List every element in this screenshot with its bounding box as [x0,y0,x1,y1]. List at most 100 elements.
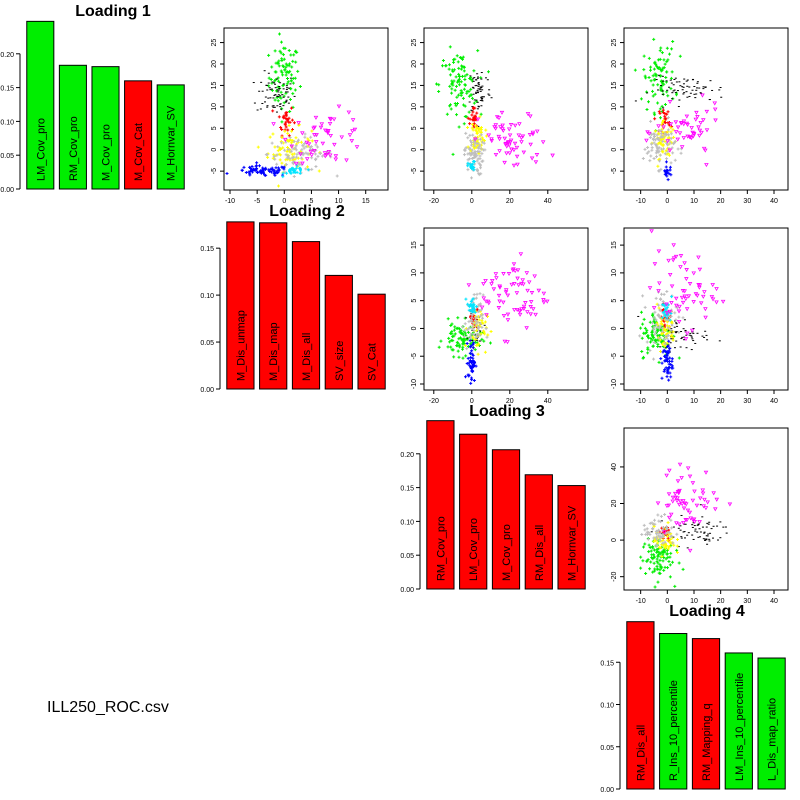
data-point [478,302,482,306]
data-point [664,160,668,164]
x-tick-label: 0 [665,198,669,205]
data-point [469,332,473,336]
data-point [657,529,661,533]
data-point [666,143,670,147]
data-point [462,341,466,345]
data-point [666,566,670,570]
data-point [467,94,471,98]
data-point [478,333,482,337]
loading-1-title: Loading 1 [75,3,151,20]
data-point [455,113,459,117]
data-point [476,352,480,356]
data-point [663,540,667,544]
data-point [666,110,670,114]
data-point [662,58,666,62]
bar-label: LM_Cov_pro [35,118,47,181]
y-tick-label: 5 [211,126,218,130]
data-point [312,133,317,138]
data-point [453,325,457,329]
data-point [280,135,284,139]
data-point [309,144,313,148]
y-tick-label: 10 [611,103,618,111]
data-point [288,109,292,113]
data-point [290,156,294,160]
y-tick-label: 15 [611,81,618,89]
data-point [479,125,483,129]
data-point [468,339,472,343]
data-point [657,545,661,549]
y-tick-label: 0.10 [400,519,414,526]
data-point [528,300,534,305]
plot-frame [423,27,589,191]
data-point [478,137,482,141]
y-tick-label: 5 [611,126,618,130]
data-point [469,318,473,322]
data-point [660,326,664,330]
data-point [651,526,655,530]
data-point [671,541,675,545]
data-point [676,522,682,527]
data-point [664,75,668,79]
data-point [664,311,670,316]
bar [324,274,353,390]
data-point [671,40,675,44]
data-point [254,169,258,173]
data-point [520,134,526,139]
data-point [457,93,461,97]
loading-3-bar-chart: Loading 3 0.00 0.05 0.10 0.15 0.20 RM_Cov_pro L… [400,403,586,594]
data-point [286,131,290,135]
data-point [665,70,669,74]
data-point [284,62,288,66]
data-point [655,564,659,568]
data-point [299,156,303,160]
data-point [264,153,268,157]
data-point [476,142,480,146]
data-point [651,312,655,316]
data-point [675,137,681,142]
data-point [665,46,669,50]
y-tick-label: 0.15 [200,246,214,253]
data-point [477,151,481,155]
data-point [666,530,670,534]
data-point [705,500,710,505]
data-point [660,51,664,55]
data-point [657,336,661,340]
data-point [508,123,514,128]
data-point [255,167,259,171]
data-point [290,128,294,132]
data-point [673,495,678,500]
data-point [673,120,679,125]
data-point [320,141,326,146]
data-point [289,144,295,149]
data-point [489,329,493,333]
data-point [437,83,441,87]
data-point [460,325,464,329]
data-point [475,159,479,163]
data-point [470,165,474,169]
data-point [475,111,479,115]
data-point [488,341,492,345]
data-point [702,290,707,295]
data-point [677,304,682,309]
data-point [665,60,669,64]
data-point [486,133,492,138]
data-point [472,293,476,297]
data-point [286,128,290,132]
x-tick-label: -5 [254,198,260,205]
data-point [276,166,280,170]
data-point [476,157,480,161]
data-point [313,152,317,156]
data-point [276,145,280,149]
data-point [701,294,706,299]
data-point [674,521,679,526]
y-tick-label: 0 [211,148,218,152]
data-point [661,120,665,124]
data-point [274,89,278,93]
plot-frame [623,27,789,191]
y-tick-label: 0.15 [400,486,414,493]
data-point [317,169,321,173]
data-point [654,318,658,322]
data-point [651,83,655,87]
data-point [274,78,278,82]
data-point [651,74,655,78]
